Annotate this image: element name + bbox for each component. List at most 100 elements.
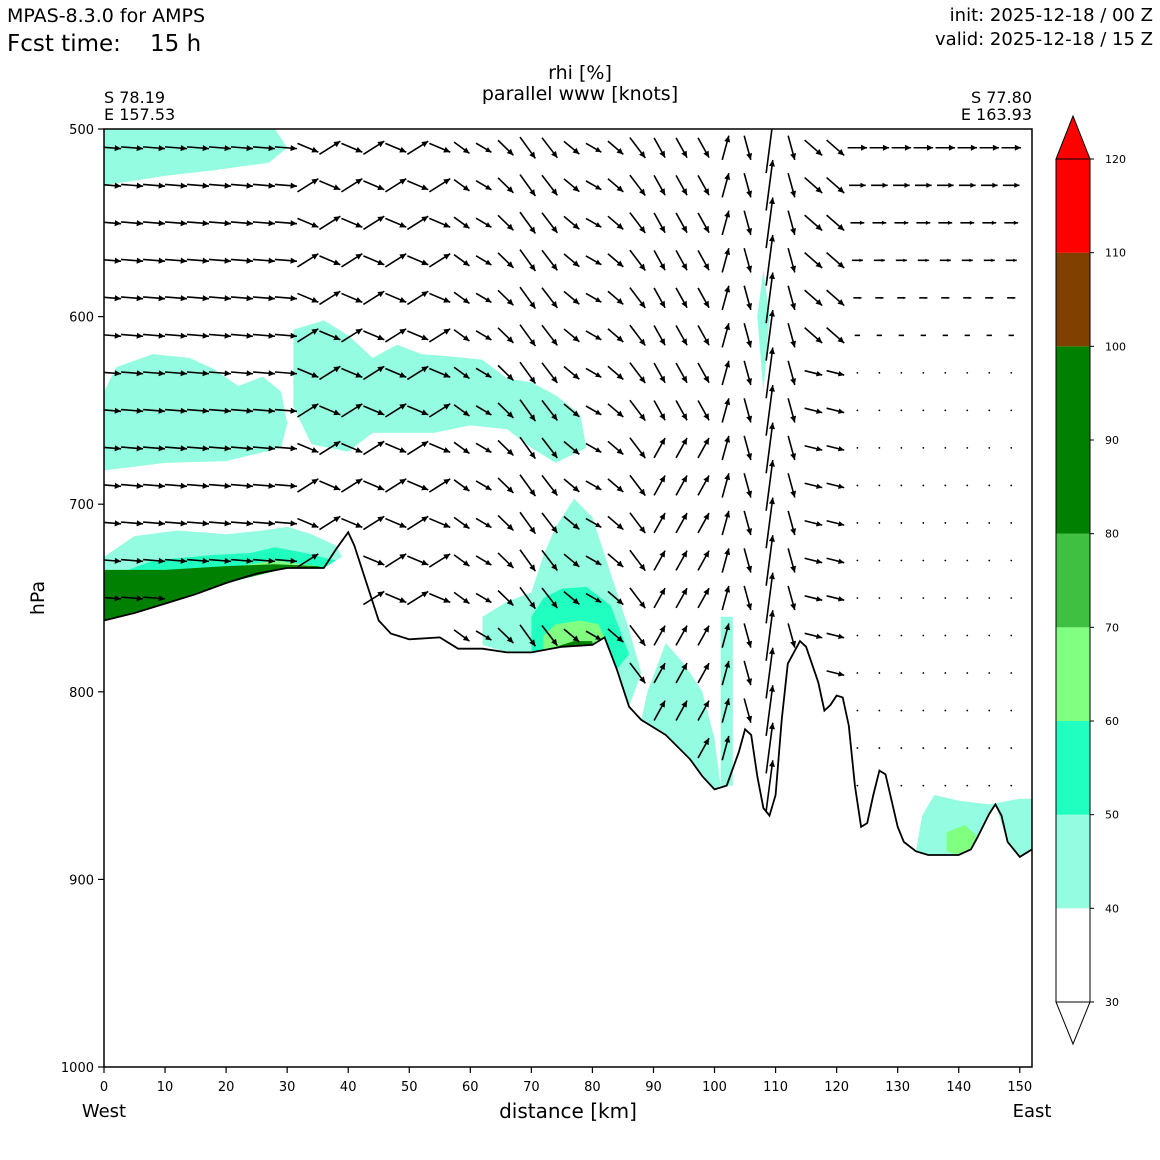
- wind-vector: [1010, 634, 1013, 637]
- wind-vector: [475, 217, 492, 229]
- wind-vector-head: [158, 445, 166, 452]
- wind-vector-head: [399, 597, 407, 603]
- wind-vector: [407, 405, 429, 416]
- wind-vector-head: [904, 144, 912, 151]
- wind-vector-head: [659, 375, 666, 383]
- wind-vector: [653, 174, 666, 196]
- wind-vector: [453, 291, 470, 305]
- model-title: MPAS-8.3.0 for AMPS: [7, 5, 206, 27]
- wind-vector: [847, 144, 868, 151]
- wind-vector: [966, 634, 969, 637]
- wind-vector-head: [659, 663, 666, 671]
- wind-vector: [878, 597, 881, 599]
- wind-vector-head: [158, 482, 166, 489]
- wind-vector: [721, 698, 731, 723]
- wind-vector: [104, 407, 122, 414]
- wind-vector: [765, 234, 775, 286]
- wind-vector-head: [399, 478, 407, 485]
- wind-vector: [406, 590, 429, 606]
- wind-vector-head: [506, 448, 514, 456]
- wind-vector: [675, 587, 688, 609]
- wind-vector-head: [616, 222, 624, 230]
- terrain-layer: [104, 530, 1032, 859]
- wind-vector: [988, 597, 991, 599]
- wind-vector: [230, 482, 254, 489]
- wind-vector: [541, 287, 559, 309]
- wind-vector: [826, 632, 845, 640]
- wind-vector: [900, 484, 903, 487]
- wind-vector: [653, 250, 666, 271]
- wind-vector: [341, 367, 363, 379]
- wind-vector: [497, 627, 514, 644]
- wind-vector: [519, 624, 537, 647]
- wind-vector: [340, 253, 363, 268]
- wind-vector-dot: [988, 709, 991, 712]
- wind-vector-head: [158, 557, 166, 564]
- wind-vector: [920, 334, 926, 337]
- wind-vector: [121, 595, 144, 602]
- wind-vector: [900, 672, 903, 674]
- wind-vector-head: [377, 484, 385, 491]
- wind-vector-head: [790, 303, 797, 310]
- wind-vector: [563, 290, 580, 305]
- wind-vector: [252, 445, 276, 452]
- wind-vector: [186, 220, 210, 227]
- wind-vector: [519, 474, 537, 497]
- wind-vector: [475, 480, 492, 491]
- wind-vector-dot: [944, 709, 947, 712]
- wind-vector: [743, 135, 753, 161]
- wind-vector-head: [595, 372, 602, 378]
- wind-vector: [541, 137, 559, 159]
- wind-vector-head: [595, 447, 602, 453]
- wind-vector: [804, 595, 823, 602]
- wind-vector-head: [746, 152, 753, 160]
- x-tick-label: 60: [462, 1080, 479, 1095]
- wind-vector: [164, 482, 188, 489]
- wind-vector: [721, 510, 731, 536]
- wind-vector: [675, 212, 688, 234]
- wind-vector-head: [815, 336, 823, 344]
- wind-vector: [252, 482, 276, 489]
- wind-vector-head: [724, 398, 731, 406]
- wind-vector: [121, 182, 144, 189]
- wind-vector: [497, 439, 514, 457]
- colorbar-tick-label: 70: [1105, 621, 1119, 634]
- wind-vector: [541, 249, 559, 271]
- wind-vector-head: [136, 370, 144, 377]
- rh-region-0: [104, 129, 288, 186]
- wind-vector: [653, 287, 666, 309]
- wind-vector: [497, 214, 514, 231]
- wind-vector: [319, 215, 341, 231]
- wind-vector-head: [703, 225, 710, 233]
- wind-vector: [362, 290, 385, 306]
- wind-vector: [453, 629, 470, 642]
- wind-vector: [944, 371, 947, 374]
- wind-vector: [186, 407, 210, 414]
- wind-vector-head: [355, 447, 363, 453]
- wind-vector-head: [462, 185, 470, 191]
- colorbar-over-arrow: [1055, 114, 1091, 160]
- wind-vector: [164, 445, 188, 452]
- wind-vector-head: [703, 375, 710, 383]
- x-tick-label: 140: [946, 1080, 971, 1095]
- wind-vector-head: [768, 235, 775, 242]
- wind-vector: [1010, 784, 1013, 787]
- wind-vector: [856, 747, 859, 749]
- wind-vector: [675, 700, 688, 721]
- wind-vector-head: [136, 445, 144, 452]
- wind-vector: [208, 182, 232, 189]
- wind-vector-head: [926, 144, 934, 151]
- wind-vector-head: [616, 147, 624, 155]
- wind-vector: [341, 217, 363, 228]
- wind-vector: [497, 252, 514, 269]
- wind-vector: [944, 634, 947, 637]
- wind-vector-head: [768, 385, 775, 392]
- wind-vector-head: [882, 144, 890, 151]
- wind-vector-head: [595, 222, 602, 228]
- colorbar: 30 40 50 60 70 80 90 100 110 120: [1055, 114, 1126, 1046]
- wind-vector-head: [355, 522, 363, 528]
- wind-vector-dot: [856, 447, 859, 449]
- wind-vector-head: [572, 185, 580, 192]
- wind-vector: [607, 215, 624, 231]
- wind-vector: [697, 737, 710, 759]
